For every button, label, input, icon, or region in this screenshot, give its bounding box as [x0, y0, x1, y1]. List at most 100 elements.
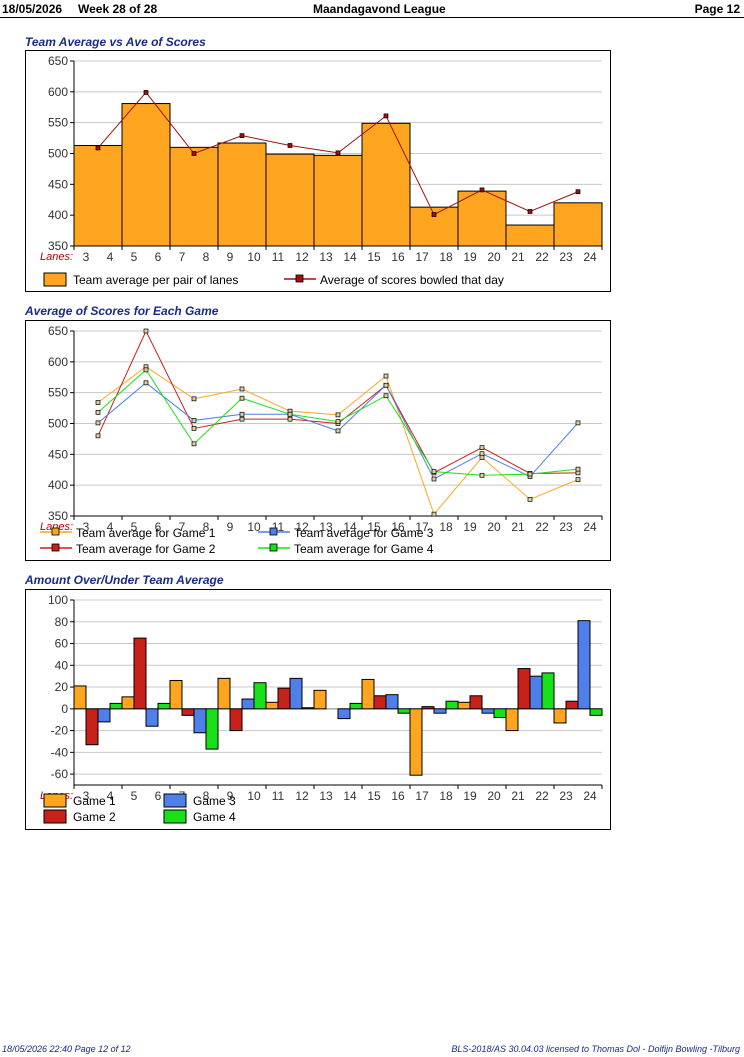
c3-ytick-label: -20: [51, 724, 69, 738]
c1-line-point: [335, 150, 341, 156]
c3-lane-label: 5: [131, 789, 138, 803]
c2-series-point: [527, 471, 533, 477]
c2-series-point: [191, 418, 197, 423]
c2-lanes-label: Lanes:: [40, 521, 73, 533]
c1-lane-label: 3: [83, 250, 90, 264]
c3-bar: [85, 708, 99, 746]
c2-series-point: [575, 420, 581, 426]
c2-series-point: [143, 328, 149, 334]
c3-bar: [265, 701, 279, 710]
chart1-panel: 350 400 450 500 550 600 650 Lanes: 3 4 5 6 7 8 9 10 11 12…: [25, 50, 611, 292]
c3-lane-label: 10: [247, 789, 261, 803]
c1-lane-label: 22: [535, 250, 549, 264]
c2-lane-label: 14: [343, 520, 357, 534]
c3-ytick-label: -40: [51, 745, 69, 759]
c2-series-point: [575, 466, 581, 472]
c2-series-point: [239, 411, 245, 417]
footer-left: 18/05/2026 22:40 Page 12 of 12: [2, 1044, 131, 1054]
c3-bar: [97, 708, 111, 723]
c1-line-point: [239, 133, 245, 138]
c3-bar: [181, 708, 195, 716]
c3-legend-swatch: [43, 793, 67, 808]
c1-lane-label: 24: [583, 250, 597, 264]
header-week: Week 28 of 28: [78, 2, 158, 16]
chart2-panel: 350 400 450 500 550 600 650 Lanes: 3 4 5 6 7 8 9 10 11 12…: [25, 320, 611, 561]
c3-lane-label: 13: [319, 789, 333, 803]
c3-bar: [349, 702, 363, 710]
c2-legend-marker: [51, 543, 60, 552]
header-date: 18/05/2026: [2, 2, 63, 16]
c3-lane-label: 17: [415, 789, 429, 803]
c3-lane-label: 22: [535, 789, 549, 803]
c3-bar: [289, 677, 303, 710]
c3-legend-swatch: [163, 809, 187, 824]
c2-lane-label: 19: [463, 520, 477, 534]
c3-lane-label: 15: [367, 789, 381, 803]
c3-lane-label: 4: [107, 789, 114, 803]
c2-series-point: [479, 472, 485, 478]
c2-legend-label: Team average for Game 1: [76, 526, 216, 540]
c2-series-point: [287, 411, 293, 417]
c3-lane-label: 23: [559, 789, 573, 803]
c1-lane-label: 20: [487, 250, 501, 264]
c3-bar: [529, 675, 543, 710]
c2-series-point: [143, 380, 149, 386]
c2-series-point: [431, 511, 437, 517]
c3-bar: [577, 620, 591, 710]
header-page: Page 12: [694, 2, 740, 16]
chart2-title: Average of Scores for Each Game: [25, 304, 219, 318]
c3-bar: [421, 706, 435, 710]
c1-lane-label: 4: [107, 250, 114, 264]
c3-bar: [157, 702, 171, 710]
c2-series-point: [95, 400, 101, 405]
c3-bar: [481, 708, 495, 714]
c3-bar: [241, 698, 255, 710]
c3-ytick-label: 40: [55, 658, 69, 672]
c3-lane-label: 3: [83, 789, 90, 803]
c3-ytick-label: 60: [55, 637, 69, 651]
c2-series-point: [431, 476, 437, 482]
c1-legend-label: Average of scores bowled that day: [320, 273, 504, 287]
c2-series-point: [527, 497, 533, 502]
c2-lane-label: 24: [583, 520, 597, 534]
c2-series-point: [335, 419, 341, 425]
chart3-panel: -60-40-20020406080100Lanes:3456789101112…: [25, 589, 611, 830]
c3-lane-label: 8: [203, 789, 210, 803]
c2-lane-label: 8: [203, 520, 210, 534]
c2-legend-marker: [269, 543, 278, 552]
c2-legend-label: Team average for Game 4: [294, 542, 434, 556]
c1-lane-label: 18: [439, 250, 453, 264]
chart3-title: Amount Over/Under Team Average: [25, 573, 224, 587]
c2-series-point: [383, 382, 389, 388]
chart1-title: Team Average vs Ave of Scores: [25, 35, 206, 49]
c3-bar: [253, 682, 267, 710]
c2-ytick-label: 550: [48, 386, 68, 400]
c1-line-point: [431, 212, 437, 217]
chart1-svg: 350 400 450 500 550 600 650 Lanes: 3 4 5 6 7 8 9 10 11 12…: [40, 54, 603, 287]
c1-line-point: [287, 143, 293, 148]
c1-bar: [73, 144, 123, 247]
c3-bar: [73, 685, 87, 710]
c3-ytick-label: 0: [61, 702, 68, 716]
c3-lane-label: 20: [487, 789, 501, 803]
c2-series-point: [431, 469, 437, 474]
c2-lane-label: 9: [227, 520, 234, 534]
c3-bar: [145, 708, 159, 727]
c2-series-point: [239, 416, 245, 422]
c3-legend-label: Game 1: [73, 794, 116, 808]
c2-series-point: [335, 428, 341, 434]
c1-lane-label: 5: [131, 250, 138, 264]
c1-lane-label: 14: [343, 250, 357, 264]
c3-bar: [169, 680, 183, 710]
c1-line-point: [95, 145, 101, 151]
c3-lane-label: 12: [295, 789, 309, 803]
c1-lane-label: 15: [367, 250, 381, 264]
c3-legend-label: Game 2: [73, 810, 116, 824]
c1-lane-label: 8: [203, 250, 210, 264]
c1-lane-label: 12: [295, 250, 309, 264]
c1-bar: [265, 153, 315, 247]
c2-series-point: [335, 412, 341, 418]
c3-bar: [385, 694, 399, 710]
c2-series-line: [97, 366, 579, 516]
